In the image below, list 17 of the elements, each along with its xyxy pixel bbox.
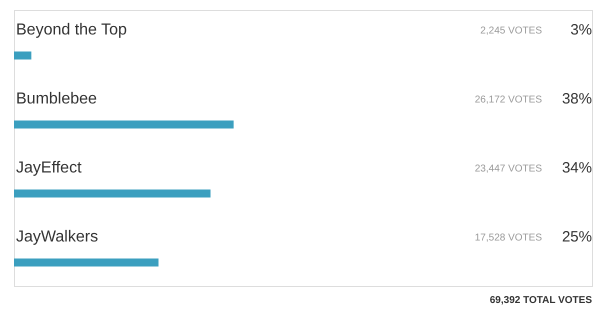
data-label: 25%	[562, 228, 592, 246]
data-label: 38%	[562, 90, 592, 108]
annotation: 2,245 VOTES	[480, 26, 542, 36]
y-tick-label: JayWalkers	[16, 228, 98, 246]
annotation: 26,172 VOTES	[474, 94, 542, 106]
annotation: 17,528 VOTES	[474, 232, 542, 244]
bar	[14, 258, 158, 266]
y-tick-label: JayEffect	[16, 160, 82, 176]
bar	[14, 190, 211, 198]
y-tick-label: Bumblebee	[16, 90, 98, 108]
text: 69,392 TOTAL VOTES	[490, 295, 592, 306]
bar	[14, 120, 234, 128]
data-label: 3%	[570, 22, 592, 38]
bar	[14, 52, 32, 60]
y-tick-label: Beyond the Top	[16, 22, 128, 38]
data-label: 34%	[562, 160, 592, 176]
annotation: 23,447 VOTES	[474, 164, 542, 174]
